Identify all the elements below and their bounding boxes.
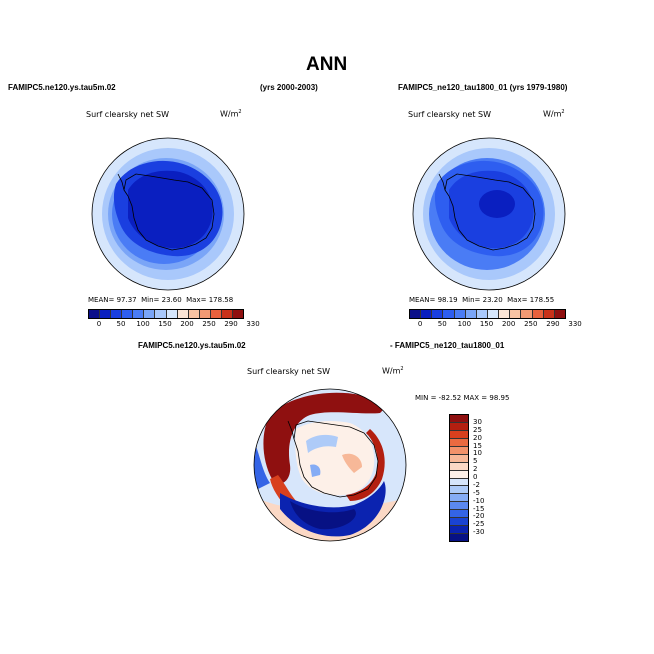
colorbar-tick-label: 200 — [180, 320, 194, 328]
colorbar-tick-label: 150 — [479, 320, 494, 328]
colorbar-swatch — [450, 438, 468, 447]
colorbar-tick-label: 15 — [473, 441, 482, 450]
colorbar-tick-label: -15 — [473, 504, 485, 513]
colorbar-swatch — [543, 310, 555, 318]
colorbar-swatch — [450, 502, 468, 511]
colorbar-swatch — [450, 478, 468, 487]
colorbar-swatch — [454, 310, 466, 318]
colorbar-tick-label: -10 — [473, 496, 485, 505]
colorbar-tick-label: 290 — [546, 320, 560, 328]
plot-title: ANN — [306, 54, 348, 75]
colorbar-swatch — [199, 310, 211, 318]
colorbar-tick-label: 30 — [473, 417, 482, 426]
colorbar-swatch — [233, 310, 244, 318]
colorbar-swatch — [210, 310, 222, 318]
years-left: (yrs 2000-2003) — [260, 83, 318, 92]
colorbar-tick-label: 50 — [116, 320, 126, 328]
stats-right: MEAN= 98.19 Min= 23.20 Max= 178.55 — [409, 296, 555, 304]
diff-minmax: MIN = -82.52 MAX = 98.95 — [415, 394, 510, 402]
colorbar-swatch — [410, 310, 422, 318]
colorbar-swatch — [510, 310, 522, 318]
diff-variable-label: Surf clearsky net SW — [247, 367, 330, 376]
colorbar-swatch — [450, 534, 468, 541]
colorbar-tick-label: 5 — [473, 457, 478, 466]
colorbar-tick-label: 250 — [202, 320, 216, 328]
units-label-left: W/m2 — [220, 109, 242, 119]
colorbar-swatch — [487, 310, 500, 318]
colorbar-tick-label: 330 — [568, 320, 582, 328]
colorbar-swatch — [476, 310, 488, 318]
colorbar-tick-label: 10 — [473, 449, 482, 458]
colorbar-swatch — [450, 415, 468, 423]
colorbar-tick-label: -2 — [473, 480, 480, 489]
colorbar-swatch — [188, 310, 200, 318]
stats-left: MEAN= 97.37 Min= 23.60 Max= 178.58 — [88, 296, 234, 304]
colorbar-swatch — [166, 310, 178, 318]
colorbar-swatch — [100, 310, 112, 318]
diff-units-label: W/m2 — [382, 366, 404, 376]
colorbar-swatch — [421, 310, 433, 318]
colorbar-swatch — [465, 310, 477, 318]
colorbar-tick-label: 0 — [96, 320, 102, 328]
colorbar-left — [88, 309, 244, 319]
colorbar-right — [409, 309, 566, 319]
colorbar-swatch — [443, 310, 455, 318]
colorbar-swatch — [499, 310, 511, 318]
colorbar-tick-label: -30 — [473, 528, 485, 537]
colorbar-swatch — [122, 310, 134, 318]
variable-label-right: Surf clearsky net SW — [408, 110, 491, 119]
colorbar-swatch — [521, 310, 533, 318]
colorbar-swatch — [450, 430, 468, 439]
colorbar-swatch — [450, 494, 468, 503]
colorbar-swatch — [177, 310, 189, 318]
colorbar-tick-label: 150 — [158, 320, 172, 328]
colorbar-swatch — [450, 446, 468, 455]
colorbar-tick-label: 250 — [524, 320, 538, 328]
colorbar-swatch — [450, 454, 468, 463]
colorbar-swatch — [450, 470, 468, 479]
colorbar-swatch — [133, 310, 145, 318]
colorbar-diff — [449, 414, 469, 542]
colorbar-swatch — [144, 310, 156, 318]
colorbar-tick-label: 100 — [457, 320, 472, 328]
diff-case-a: FAMIPC5.ne120.ys.tau5m.02 — [138, 341, 246, 350]
variable-label-left: Surf clearsky net SW — [86, 110, 169, 119]
polar-map-left — [91, 137, 245, 291]
colorbar-swatch — [432, 310, 444, 318]
colorbar-tick-label: 200 — [501, 320, 516, 328]
colorbar-tick-label: 290 — [224, 320, 238, 328]
colorbar-tick-label: 50 — [437, 320, 447, 328]
colorbar-tick-label: 0 — [473, 473, 478, 481]
colorbar-swatch — [554, 310, 565, 318]
polar-map-right — [412, 137, 566, 291]
case-name-left: FAMIPC5.ne120.ys.tau5m.02 — [8, 83, 116, 92]
colorbar-tick-label: 25 — [473, 425, 482, 434]
colorbar-tick-label: 100 — [136, 320, 150, 328]
colorbar-swatch — [450, 526, 468, 535]
colorbar-tick-label: 0 — [417, 320, 423, 328]
colorbar-swatch — [532, 310, 544, 318]
colorbar-swatch — [221, 310, 234, 318]
polar-map-diff — [253, 388, 407, 542]
colorbar-swatch — [111, 310, 123, 318]
diff-case-b: - FAMIPC5_ne120_tau1800_01 — [390, 341, 505, 350]
colorbar-swatch — [450, 462, 468, 471]
colorbar-tick-label: -25 — [473, 520, 485, 529]
case-name-right: FAMIPC5_ne120_tau1800_01 (yrs 1979-1980) — [398, 83, 568, 92]
colorbar-tick-label: 2 — [473, 465, 478, 474]
colorbar-tick-label: -20 — [473, 512, 485, 521]
colorbar-swatch — [89, 310, 101, 318]
colorbar-tick-label: 330 — [246, 320, 260, 328]
colorbar-tick-label: -5 — [473, 488, 480, 497]
colorbar-swatch — [450, 518, 468, 527]
colorbar-swatch — [155, 310, 167, 318]
colorbar-swatch — [450, 486, 468, 495]
colorbar-swatch — [450, 510, 468, 519]
colorbar-tick-label: 20 — [473, 433, 482, 442]
units-label-right: W/m2 — [543, 109, 565, 119]
colorbar-swatch — [450, 422, 468, 431]
